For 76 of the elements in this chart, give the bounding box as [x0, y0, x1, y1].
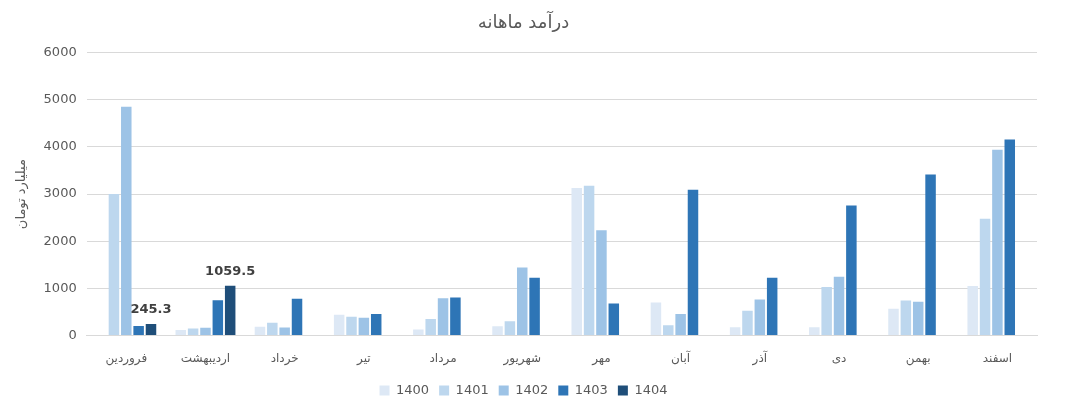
bar [492, 326, 503, 336]
bar [133, 325, 144, 336]
bar [729, 327, 741, 336]
chart-title: درآمد ماهانه [477, 10, 570, 33]
bar [175, 329, 187, 336]
bar [742, 310, 753, 336]
bar [437, 298, 449, 336]
y-tick-label: 4000 [43, 138, 77, 154]
bar [279, 327, 290, 336]
bar [358, 317, 370, 336]
bar [1004, 139, 1016, 336]
bar [900, 300, 912, 336]
bar [687, 189, 699, 336]
bar [596, 230, 607, 336]
x-tick-label: مرداد [429, 350, 457, 366]
bar [888, 308, 899, 336]
x-tick-label: بهمن [905, 350, 931, 366]
bar [450, 297, 461, 336]
data-label: 245.3 [130, 300, 172, 316]
y-axis-title: میلیارد تومان [13, 159, 30, 230]
x-tick-label: شهریور [502, 350, 542, 366]
bar [571, 187, 582, 336]
bar [333, 314, 345, 336]
bar [145, 324, 157, 336]
bar [675, 313, 686, 336]
y-tick-label: 1000 [43, 279, 77, 295]
x-tick-label: آذر [751, 349, 768, 366]
bar [846, 205, 857, 336]
x-tick-label: دی [831, 350, 847, 365]
bar [200, 327, 211, 336]
x-tick-label: تیر [356, 350, 371, 366]
x-tick-label: مهر [591, 350, 611, 366]
y-tick-label: 2000 [43, 232, 77, 248]
bar [212, 300, 224, 336]
data-label: 1059.5 [205, 262, 256, 278]
bar [992, 149, 1003, 336]
bar [583, 185, 595, 336]
x-tick-label: فروردین [105, 350, 148, 366]
bar [504, 321, 516, 336]
legend-label: 1400 [396, 381, 430, 397]
bar [254, 326, 266, 336]
bar [108, 194, 120, 336]
legend-label: 1403 [574, 381, 608, 397]
legend-label: 1404 [634, 381, 668, 397]
bar [925, 174, 936, 336]
y-tick-label: 5000 [43, 91, 77, 107]
bar [517, 267, 528, 336]
bar [291, 298, 303, 336]
bar [663, 325, 674, 336]
x-tick-label: آبان [671, 349, 691, 365]
bar [979, 218, 991, 336]
bar [967, 286, 978, 336]
bar [650, 302, 662, 336]
bar [809, 327, 820, 336]
bar [346, 316, 357, 336]
bar [267, 322, 278, 336]
bar [821, 287, 832, 336]
bar [529, 277, 540, 336]
y-tick-label: 0 [68, 326, 77, 342]
legend-label: 1401 [455, 381, 489, 397]
bar [833, 276, 845, 336]
bar [425, 319, 436, 336]
bar [370, 313, 382, 336]
bar [766, 277, 778, 336]
bar [413, 329, 424, 336]
legend-label: 1402 [515, 381, 549, 397]
y-tick-label: 6000 [43, 43, 77, 59]
x-tick-label: اسفند [982, 350, 1013, 365]
bar [121, 106, 132, 336]
x-tick-label: اردیبهشت [180, 350, 231, 366]
bar [912, 301, 924, 336]
x-tick-label: خرداد [270, 350, 299, 366]
y-tick-label: 3000 [43, 185, 77, 201]
bar [608, 303, 620, 336]
bar [224, 285, 236, 336]
bar [754, 299, 766, 336]
